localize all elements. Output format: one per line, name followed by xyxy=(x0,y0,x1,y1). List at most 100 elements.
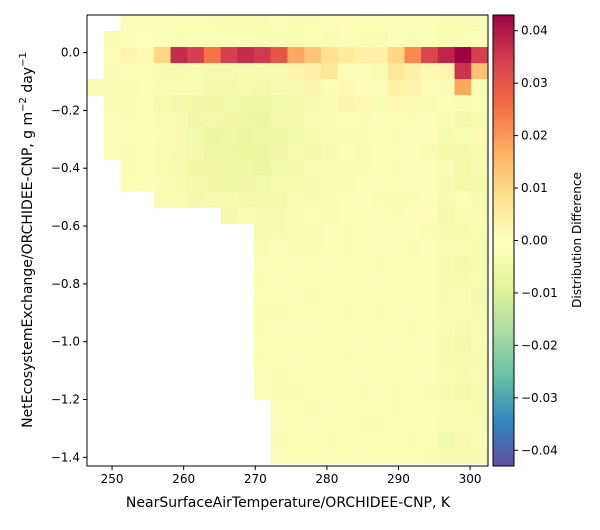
heatmap-cell xyxy=(337,239,355,256)
heatmap-cells xyxy=(87,15,488,465)
heatmap-cell xyxy=(371,319,389,336)
heatmap-cell xyxy=(203,175,222,192)
heatmap-cell xyxy=(254,207,272,224)
heatmap-cell xyxy=(304,111,322,128)
heatmap-cell xyxy=(304,335,322,352)
heatmap-cell xyxy=(103,143,122,160)
heatmap-cell xyxy=(137,95,155,112)
heatmap-cell xyxy=(421,303,439,320)
heatmap-cell xyxy=(220,47,238,64)
heatmap-cell xyxy=(354,47,372,64)
heatmap-cell xyxy=(220,79,238,96)
heatmap-cell xyxy=(320,47,339,64)
heatmap-cell xyxy=(153,159,172,176)
y-tick-label: −0.2 xyxy=(51,103,80,117)
heatmap-cell xyxy=(287,255,305,272)
heatmap-cell xyxy=(387,111,406,128)
heatmap-cell xyxy=(287,111,305,128)
heatmap-cell xyxy=(454,335,472,352)
heatmap-cell xyxy=(471,143,488,160)
heatmap-cell xyxy=(437,15,456,32)
heatmap-cell xyxy=(187,111,205,128)
heatmap-cell xyxy=(354,271,372,288)
heatmap-cell xyxy=(337,47,355,64)
heatmap-cell xyxy=(304,31,322,48)
y-axis-label-main: NetEcosystemExchange/ORCHIDEE-CNP, g m xyxy=(20,112,36,428)
heatmap-cell xyxy=(404,431,422,449)
heatmap-cell xyxy=(287,303,305,320)
heatmap-cell xyxy=(454,111,472,128)
x-tick-label: 250 xyxy=(101,472,124,486)
heatmap-cell xyxy=(354,143,372,160)
heatmap-cell xyxy=(203,15,222,32)
heatmap-cell xyxy=(120,95,138,112)
heatmap-cell xyxy=(421,383,439,400)
heatmap-cell xyxy=(354,447,372,465)
heatmap-cell xyxy=(337,351,355,368)
heatmap-cell xyxy=(437,223,456,240)
heatmap-cell xyxy=(103,111,122,128)
heatmap-cell xyxy=(254,335,272,352)
heatmap-cell xyxy=(254,79,272,96)
heatmap-cell xyxy=(404,367,422,384)
colorbar xyxy=(492,14,515,467)
heatmap-cell xyxy=(187,47,205,64)
heatmap-cell xyxy=(471,79,488,96)
heatmap-cell xyxy=(287,143,305,160)
heatmap-cell xyxy=(287,239,305,256)
heatmap-cell xyxy=(421,335,439,352)
heatmap-cell xyxy=(187,191,205,208)
heatmap-cell xyxy=(421,47,439,64)
heatmap-cell xyxy=(471,351,488,368)
heatmap-cell xyxy=(153,143,172,160)
heatmap-cell xyxy=(371,255,389,272)
heatmap-cell xyxy=(203,159,222,176)
heatmap-cell xyxy=(254,191,272,208)
heatmap-cell xyxy=(137,47,155,64)
heatmap-cell xyxy=(270,111,289,128)
heatmap-cell xyxy=(170,159,188,176)
heatmap-cell xyxy=(320,255,339,272)
colorbar-tick-label: −0.01 xyxy=(521,286,558,300)
heatmap-cell xyxy=(170,31,188,48)
heatmap-cell xyxy=(120,127,138,144)
heatmap-cell xyxy=(304,79,322,96)
heatmap-cell xyxy=(237,159,255,176)
y-tick-label: −1.2 xyxy=(51,393,80,407)
heatmap-cell xyxy=(237,175,255,192)
heatmap-cell xyxy=(137,175,155,192)
heatmap-cell xyxy=(103,47,122,64)
heatmap-cell xyxy=(254,223,272,240)
heatmap-cell xyxy=(103,31,122,48)
heatmap-cell xyxy=(304,303,322,320)
heatmap-cell xyxy=(371,15,389,32)
heatmap-cell xyxy=(320,287,339,304)
heatmap-cell xyxy=(454,63,472,80)
heatmap-cell xyxy=(471,431,488,449)
heatmap-cell xyxy=(404,335,422,352)
heatmap-cell xyxy=(87,79,105,96)
heatmap-cell xyxy=(220,31,238,48)
colorbar-tick-label: 0.04 xyxy=(521,24,548,38)
y-tick-label: −0.8 xyxy=(51,277,80,291)
heatmap-cell xyxy=(237,111,255,128)
heatmap-cell xyxy=(437,159,456,176)
heatmap-cell xyxy=(337,79,355,96)
heatmap-cell xyxy=(287,127,305,144)
heatmap-cell xyxy=(153,95,172,112)
heatmap-cell xyxy=(270,271,289,288)
heatmap-cell xyxy=(254,95,272,112)
heatmap-cell xyxy=(203,95,222,112)
colorbar-tick-label: 0.01 xyxy=(521,181,548,195)
heatmap-cell xyxy=(371,111,389,128)
heatmap-cell xyxy=(387,431,406,449)
heatmap-cell xyxy=(254,367,272,384)
heatmap-cell xyxy=(287,191,305,208)
heatmap-cell xyxy=(421,207,439,224)
heatmap-cell xyxy=(320,31,339,48)
heatmap-cell xyxy=(371,367,389,384)
heatmap-cell xyxy=(220,127,238,144)
heatmap-cell xyxy=(421,175,439,192)
heatmap-cell xyxy=(371,31,389,48)
